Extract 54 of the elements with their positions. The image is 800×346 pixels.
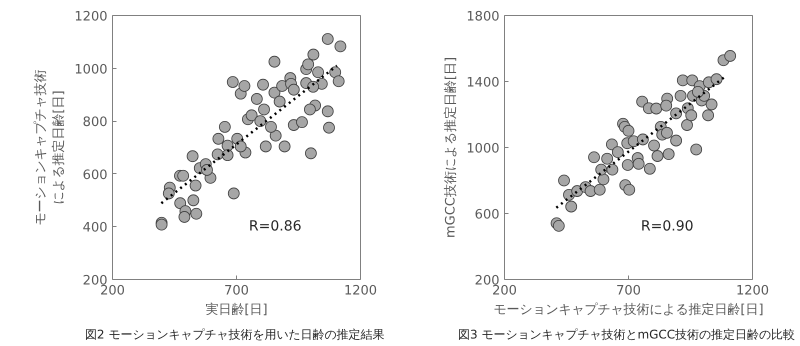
point	[622, 159, 634, 171]
point	[598, 173, 610, 186]
point	[558, 174, 570, 186]
point	[606, 164, 618, 176]
point	[702, 109, 714, 122]
y-tick-label: 1000	[466, 142, 500, 156]
caption: 図2 モーションキャプチャ技術を用いた日齢の推定結果	[84, 328, 384, 342]
y-tick-label: 800	[82, 115, 108, 130]
point	[623, 184, 636, 196]
point	[636, 134, 649, 146]
point	[606, 138, 618, 150]
point	[710, 73, 722, 86]
y-tick-label: 1400	[466, 76, 500, 90]
caption: 図3 モーションキャプチャ技術とmGCC技術の推定日齢の比較	[458, 328, 796, 342]
point	[681, 119, 693, 131]
x-axis-title: モーションキャプチャ技術による推定日齢[日]	[493, 302, 764, 318]
point	[652, 150, 664, 162]
point	[650, 102, 662, 114]
y-axis-title: mGCC技術による推定日齢[日]	[443, 56, 458, 238]
y-tick-label: 600	[82, 168, 108, 183]
point	[622, 124, 634, 137]
y-tick-label: 1200	[74, 10, 108, 24]
point	[594, 184, 606, 196]
x-axis-title: 実日齢[日]	[205, 302, 268, 318]
point	[685, 109, 698, 122]
point	[661, 126, 673, 139]
point	[588, 151, 600, 164]
point	[601, 152, 614, 165]
point	[644, 162, 656, 175]
point	[632, 158, 645, 170]
point	[674, 90, 686, 102]
annotation: R=0.90	[640, 218, 694, 235]
x-tick-label: 700	[616, 284, 641, 298]
y-axis-title: モーションキャプチャ技術による推定日齢[日]	[33, 70, 66, 226]
point	[552, 220, 565, 232]
point	[648, 140, 660, 152]
y-tick-label: 1000	[74, 62, 108, 78]
x-tick-label: 700	[224, 284, 249, 298]
point	[724, 50, 736, 62]
y-tick-label: 1800	[466, 10, 500, 24]
point	[612, 146, 624, 158]
point	[670, 107, 682, 120]
point	[706, 98, 718, 110]
point	[660, 100, 672, 112]
point	[670, 134, 682, 146]
x-tick-label: 1200	[344, 284, 378, 298]
y-tick-label: 400	[82, 220, 108, 236]
point	[692, 86, 704, 98]
point	[690, 144, 702, 156]
point	[662, 148, 675, 160]
x-tick-label: 1200	[736, 284, 770, 298]
point	[565, 200, 578, 212]
annotation: R=0.86	[248, 218, 302, 235]
y-tick-label: 600	[474, 208, 500, 222]
